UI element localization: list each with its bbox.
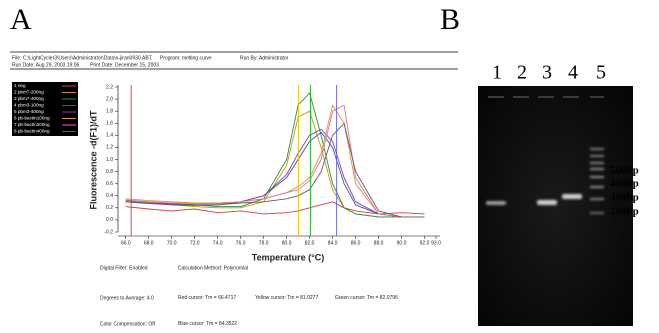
x-tick-label: 88.0 xyxy=(374,240,384,246)
lane-label: 4 xyxy=(568,62,578,84)
legend-label: 4 pbm3-100ng xyxy=(14,103,44,108)
y-tick-label: -0.2 xyxy=(104,229,113,235)
y-tick-label: 1.6 xyxy=(106,121,113,127)
x-tick-label: 80.0 xyxy=(282,240,292,246)
marker-label: 200bp xyxy=(610,206,639,218)
marker-label: 300bp xyxy=(610,192,639,204)
legend-label: 5 pbm3-400ng xyxy=(14,109,44,114)
x-axis-label: Temperature (°C) xyxy=(252,252,324,262)
x-tick-label: 68.0 xyxy=(144,240,154,246)
y-axis-label: Fluorescence -d(F1)/dT xyxy=(88,110,98,210)
y-tick-label: 1.4 xyxy=(106,133,113,139)
legend-label: 7 pb-bactin200ng xyxy=(14,122,50,127)
y-tick-label: 1.0 xyxy=(106,157,113,163)
header-text: File: C:\LightCycler3\Users\Administrato… xyxy=(12,55,152,61)
y-tick-label: 0.2 xyxy=(106,205,113,211)
marker-label: 500bp xyxy=(610,165,639,177)
lane-label: 1 xyxy=(492,62,502,84)
series-line xyxy=(126,93,425,217)
panel-label: B xyxy=(440,3,460,36)
cursor-label: Red cursor: Tm = xyxy=(178,295,218,301)
y-tick-label: 0.8 xyxy=(106,169,113,175)
x-tick-label: 74.0 xyxy=(213,240,223,246)
y-tick-label: 1.2 xyxy=(106,145,113,151)
x-tick-label: 82.0 xyxy=(305,240,315,246)
y-tick-label: 0.6 xyxy=(106,181,113,187)
panel-label: A xyxy=(10,3,32,36)
header-text: Program: melting curve xyxy=(160,55,212,61)
lane-label: 2 xyxy=(517,62,527,84)
x-tick-label: 90.0 xyxy=(397,240,407,246)
legend-label: 3 pbm7-400ng xyxy=(14,96,44,101)
cursor-text: Blue cursor: Tm = 84.3522 xyxy=(178,321,237,327)
x-tick-label: 78.0 xyxy=(259,240,269,246)
marker-label: 400bp xyxy=(610,178,639,190)
cursor-text: Green cursor: Tm = 82.0796 xyxy=(335,295,398,301)
x-tick-label: 70.0 xyxy=(167,240,177,246)
y-tick-label: 1.8 xyxy=(106,108,113,114)
x-tick-label: 86.0 xyxy=(351,240,361,246)
lane-label: 5 xyxy=(596,62,606,84)
cursor-text: Red cursor: Tm = 66.4717 xyxy=(178,295,236,301)
setting-text: Digital Filter: Enabled xyxy=(100,265,148,271)
header-text: Print Date: December 15, 2003 xyxy=(90,62,159,68)
legend-label: 6 pb-bactin100ng xyxy=(14,116,50,121)
setting-text: Degrees to Average: 4.0 xyxy=(100,295,154,301)
legend-label: 8 pb-bactin400ng xyxy=(14,129,50,134)
cursor-value: 82.0796 xyxy=(380,295,398,301)
cursor-value: 84.3522 xyxy=(219,321,237,327)
cursor-label: Blue cursor: Tm = xyxy=(178,321,219,327)
x-tick-label: 93.0 xyxy=(431,240,441,246)
y-tick-label: 2.0 xyxy=(106,96,113,102)
cursor-label: Green cursor: Tm = xyxy=(335,295,380,301)
figure: A B File: C:\LightCycler3\Users\Administ… xyxy=(0,0,659,333)
header-text: Run By: Administrator xyxy=(240,55,289,61)
legend-label: 1 neg xyxy=(14,83,26,88)
setting-text: Calculation Method: Polynomial xyxy=(178,265,248,271)
setting-text: Color Compensation: Off xyxy=(100,321,156,327)
lane-label: 3 xyxy=(542,62,552,84)
legend-label: 2 pbm7-200ng xyxy=(14,90,44,95)
cursor-label: Yellow cursor: Tm = xyxy=(255,295,300,301)
x-tick-label: 84.0 xyxy=(328,240,338,246)
x-tick-label: 92.0 xyxy=(420,240,430,246)
cursor-value: 81.0277 xyxy=(300,295,318,301)
y-tick-label: 2.2 xyxy=(106,84,113,90)
header-text: Run Date: Aug 29, 2003 19:06 xyxy=(12,62,79,68)
x-tick-label: 72.0 xyxy=(190,240,200,246)
y-tick-label: 0.4 xyxy=(106,193,113,199)
series-line xyxy=(126,111,425,217)
cursor-text: Yellow cursor: Tm = 81.0277 xyxy=(255,295,318,301)
y-tick-label: 0.0 xyxy=(106,217,113,223)
x-tick-label: 76.0 xyxy=(236,240,246,246)
x-tick-label: 66.0 xyxy=(121,240,131,246)
cursor-value: 66.4717 xyxy=(218,295,236,301)
